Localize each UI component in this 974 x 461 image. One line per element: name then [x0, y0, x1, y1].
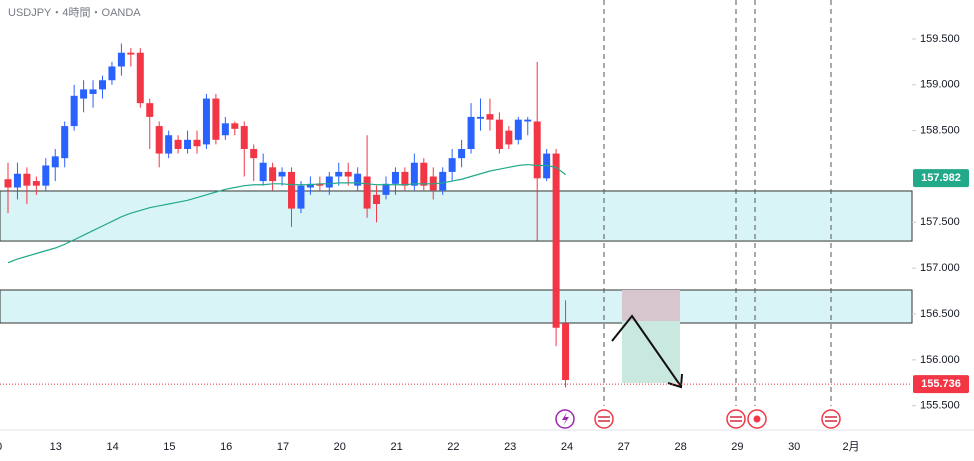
candle-body — [155, 126, 163, 154]
candle-body — [325, 176, 333, 188]
candle-body — [410, 162, 418, 186]
candle-body — [61, 126, 69, 159]
candle-body — [146, 103, 154, 117]
last-price-tag — [913, 375, 969, 394]
ma-price-label: 157.982 — [921, 172, 961, 184]
candle-body — [495, 119, 503, 149]
candle-body — [4, 179, 12, 188]
candle-body — [70, 95, 78, 127]
y-tick-label: 156.000 — [920, 354, 960, 366]
x-tick-label: 2月 — [842, 441, 859, 453]
candle-body — [297, 185, 305, 209]
candle-body — [51, 156, 59, 168]
candle-body — [42, 165, 50, 186]
x-tick-label: 22 — [447, 441, 459, 453]
candle-body — [467, 116, 475, 149]
candle-body — [221, 123, 229, 136]
x-tick-label: 24 — [561, 441, 573, 453]
candle-body — [420, 162, 428, 186]
ma-price-tag — [913, 169, 969, 188]
y-tick-label: 159.500 — [920, 33, 960, 45]
candle-body — [193, 139, 201, 147]
candle-body — [354, 173, 362, 186]
candle-body — [202, 98, 210, 145]
x-tick-label: 16 — [220, 441, 232, 453]
candle-body — [165, 135, 173, 154]
candle-body — [344, 171, 352, 177]
y-tick-label: 155.500 — [920, 400, 960, 412]
y-tick-label: 159.000 — [920, 79, 960, 91]
candle-body — [184, 139, 192, 149]
candle-body — [117, 52, 125, 67]
y-tick-label: 158.500 — [920, 125, 960, 137]
x-tick-label: 28 — [674, 441, 686, 453]
candle-body — [89, 89, 97, 94]
candle-body — [363, 176, 371, 209]
candle-body — [99, 80, 106, 90]
candle-body — [391, 171, 399, 184]
candle-body — [32, 181, 40, 186]
x-tick-label: 0 — [0, 441, 2, 453]
candle-body — [23, 173, 31, 186]
candle-body — [250, 148, 258, 159]
candle-body — [505, 130, 513, 145]
candle-body — [80, 89, 88, 99]
x-tick-label: 15 — [163, 441, 175, 453]
candle-body — [486, 114, 494, 120]
candle-body — [278, 171, 286, 177]
candle-body — [306, 183, 314, 188]
candle-body — [524, 119, 532, 122]
candle-body — [401, 171, 409, 186]
x-tick-label: 27 — [618, 441, 630, 453]
candle-body — [335, 171, 343, 177]
candle-body — [174, 139, 182, 149]
candle-body — [477, 116, 484, 119]
y-tick-label: 157.000 — [920, 262, 960, 274]
zone — [0, 190, 913, 242]
candle-body — [514, 119, 522, 140]
candle-body — [316, 183, 324, 186]
x-tick-label: 29 — [731, 441, 743, 453]
zone — [0, 289, 913, 324]
candle-body — [108, 66, 116, 81]
candle-body — [269, 167, 277, 182]
candle-body — [533, 121, 541, 179]
event-lines — [603, 0, 832, 406]
candle-body — [562, 323, 570, 381]
candle-body — [552, 153, 560, 328]
x-tick-label: 30 — [788, 441, 800, 453]
y-tick-label: 157.500 — [920, 216, 960, 228]
candle-body — [136, 52, 144, 104]
candle-body — [127, 52, 135, 55]
x-tick-label: 17 — [277, 441, 289, 453]
candle-body — [458, 148, 466, 159]
event-icons — [555, 409, 841, 429]
candle-body — [288, 171, 295, 209]
y-tick-label: 156.500 — [920, 308, 960, 320]
chart-title: USDJPY・4時間・OANDA — [8, 6, 141, 19]
candle-body — [13, 173, 21, 188]
candle-body — [231, 123, 239, 129]
candle-body — [373, 194, 381, 204]
x-tick-label: 13 — [50, 441, 62, 453]
x-tick-label: 14 — [106, 441, 118, 453]
candle-body — [448, 158, 456, 172]
x-tick-label: 20 — [334, 441, 346, 453]
x-tick-label: 23 — [504, 441, 516, 453]
position-tool — [611, 290, 683, 389]
candle-body — [240, 126, 248, 149]
candle-body — [212, 98, 220, 140]
candle-body — [439, 171, 447, 191]
x-tick-label: 21 — [390, 441, 402, 453]
candle-body — [382, 183, 390, 195]
moving-average — [7, 163, 566, 264]
candle-body — [259, 162, 267, 182]
last-price-label: 155.736 — [921, 378, 961, 390]
